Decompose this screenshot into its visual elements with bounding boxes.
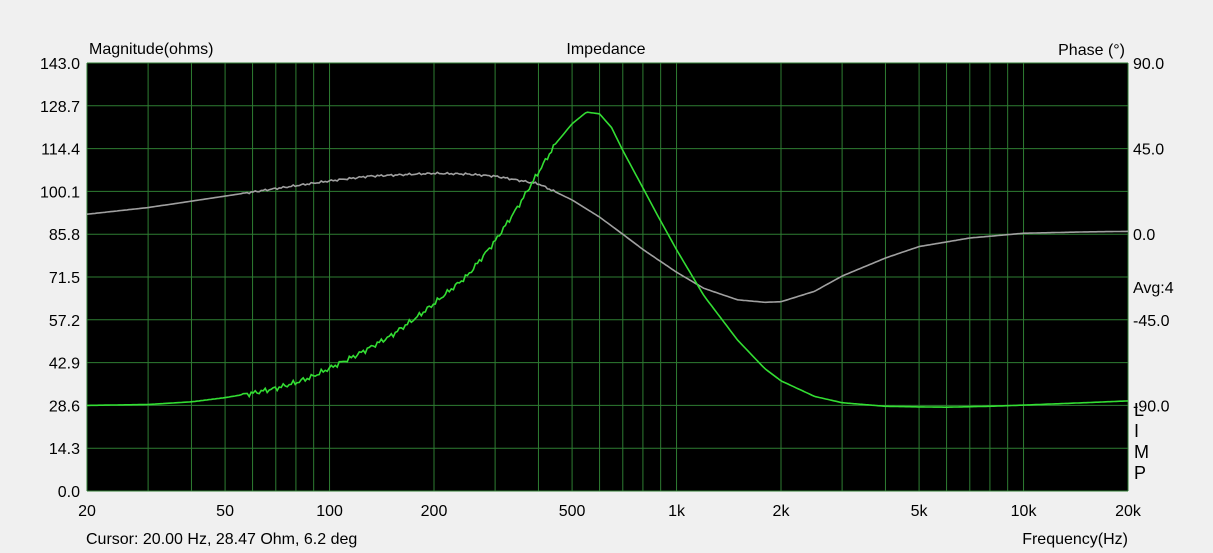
y-tick-label: 42.9 (49, 356, 80, 373)
cursor-readout: Cursor: 20.00 Hz, 28.47 Ohm, 6.2 deg (86, 531, 357, 548)
x-tick-label: 20 (78, 503, 96, 520)
x-tick-label: 10k (1011, 503, 1038, 520)
y2-tick-labels: 90.0 45.0 0.0 -45.0 -90.0 (1133, 56, 1170, 415)
limp-letter-i: I (1134, 421, 1139, 441)
x-tick-label: 50 (216, 503, 234, 520)
y2-tick-label: 0.0 (1133, 227, 1155, 244)
y-axis-label: Magnitude(ohms) (89, 41, 214, 58)
limp-letter-l: L (1134, 400, 1144, 420)
x-tick-label: 200 (421, 503, 448, 520)
y-tick-label: 100.1 (40, 184, 80, 201)
x-tick-label: 5k (911, 503, 929, 520)
y-tick-label: 57.2 (49, 313, 80, 330)
y-tick-label: 128.7 (40, 99, 80, 116)
y2-axis-label: Phase (°) (1058, 42, 1125, 59)
x-tick-label: 1k (668, 503, 686, 520)
limp-letter-m: M (1134, 442, 1149, 462)
x-axis-label: Frequency(Hz) (1022, 531, 1128, 548)
y-tick-label: 85.8 (49, 227, 80, 244)
y-tick-label: 0.0 (58, 484, 80, 501)
x-tick-label: 500 (559, 503, 586, 520)
avg-readout: Avg:4 (1133, 280, 1174, 297)
phase-line (86, 171, 1129, 304)
phase-series (86, 171, 1129, 304)
magnitude-series (87, 111, 1129, 409)
limp-letter-p: P (1134, 463, 1146, 483)
y-tick-label: 28.6 (49, 398, 80, 415)
chart-title: Impedance (566, 41, 645, 58)
y-tick-labels: 0.0 14.3 28.6 42.9 57.2 71.5 85.8 100.1 114.4 128… (40, 56, 80, 501)
x-tick-label: 20k (1115, 503, 1142, 520)
x-tick-label: 100 (316, 503, 343, 520)
magnitude-line (87, 111, 1129, 409)
y2-tick-label: 90.0 (1133, 56, 1164, 73)
y-tick-label: 14.3 (49, 441, 80, 458)
y-tick-label: 114.4 (41, 142, 80, 159)
x-tick-labels: 20 50 100 200 500 1k 2k 5k 10k 20k (78, 503, 1142, 520)
y2-tick-label: -45.0 (1133, 313, 1170, 330)
grid-lines (86, 62, 1129, 492)
y2-tick-label: -90.0 (1133, 398, 1170, 415)
y-tick-label: 143.0 (40, 56, 80, 73)
y-tick-label: 71.5 (49, 270, 80, 287)
x-tick-label: 2k (773, 503, 791, 520)
y2-tick-label: 45.0 (1133, 142, 1164, 159)
